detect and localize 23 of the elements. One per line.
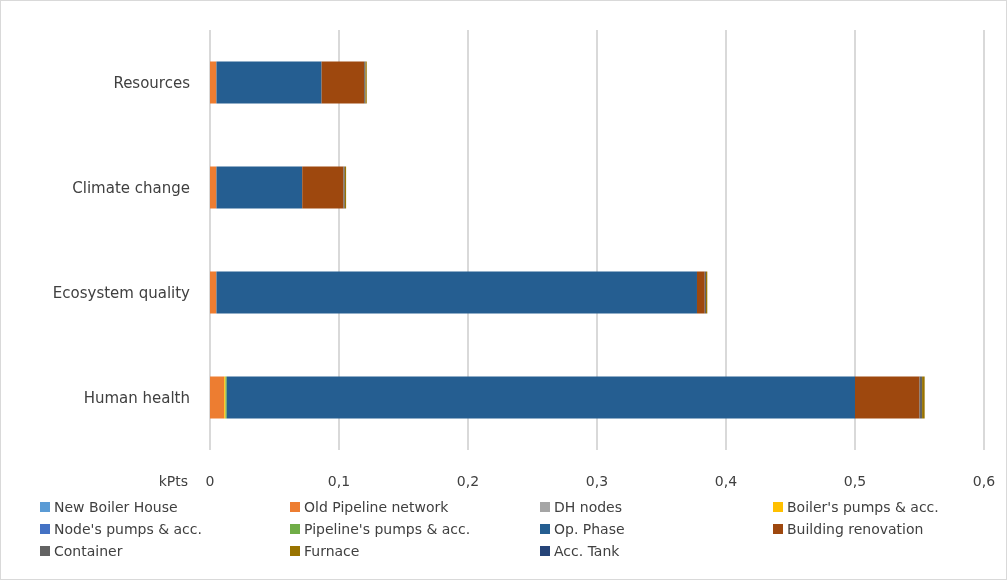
x-tick-label: 0,5 [843,473,867,489]
x-axis-title: kPts [158,473,188,489]
legend-label: Building renovation [787,521,924,537]
y-tick-label: Climate change [72,178,190,197]
x-tick-label: 0,1 [327,473,351,489]
legend-label: Op. Phase [554,521,625,537]
y-tick-label: Ecosystem quality [52,283,191,302]
legend-label: New Boiler House [54,499,178,515]
x-tick-label: 0,4 [714,473,738,489]
legend-label: Acc. Tank [554,543,621,559]
legend-label: Boiler's pumps & acc. [787,499,939,515]
legend-label: Container [54,543,123,559]
legend-label: Furnace [304,543,360,559]
y-tick-label: Human health [83,388,190,407]
legend-label: DH nodes [554,499,622,515]
legend-label: Pipeline's pumps & acc. [304,521,471,537]
x-tick-label: 0,3 [585,473,609,489]
x-tick-label: 0 [205,473,215,489]
legend-label: Node's pumps & acc. [54,521,202,537]
x-tick-label: 0,2 [456,473,480,489]
legend-label: Old Pipeline network [304,499,450,515]
x-tick-label: 0,6 [972,473,996,489]
y-tick-label: Resources [113,73,191,92]
